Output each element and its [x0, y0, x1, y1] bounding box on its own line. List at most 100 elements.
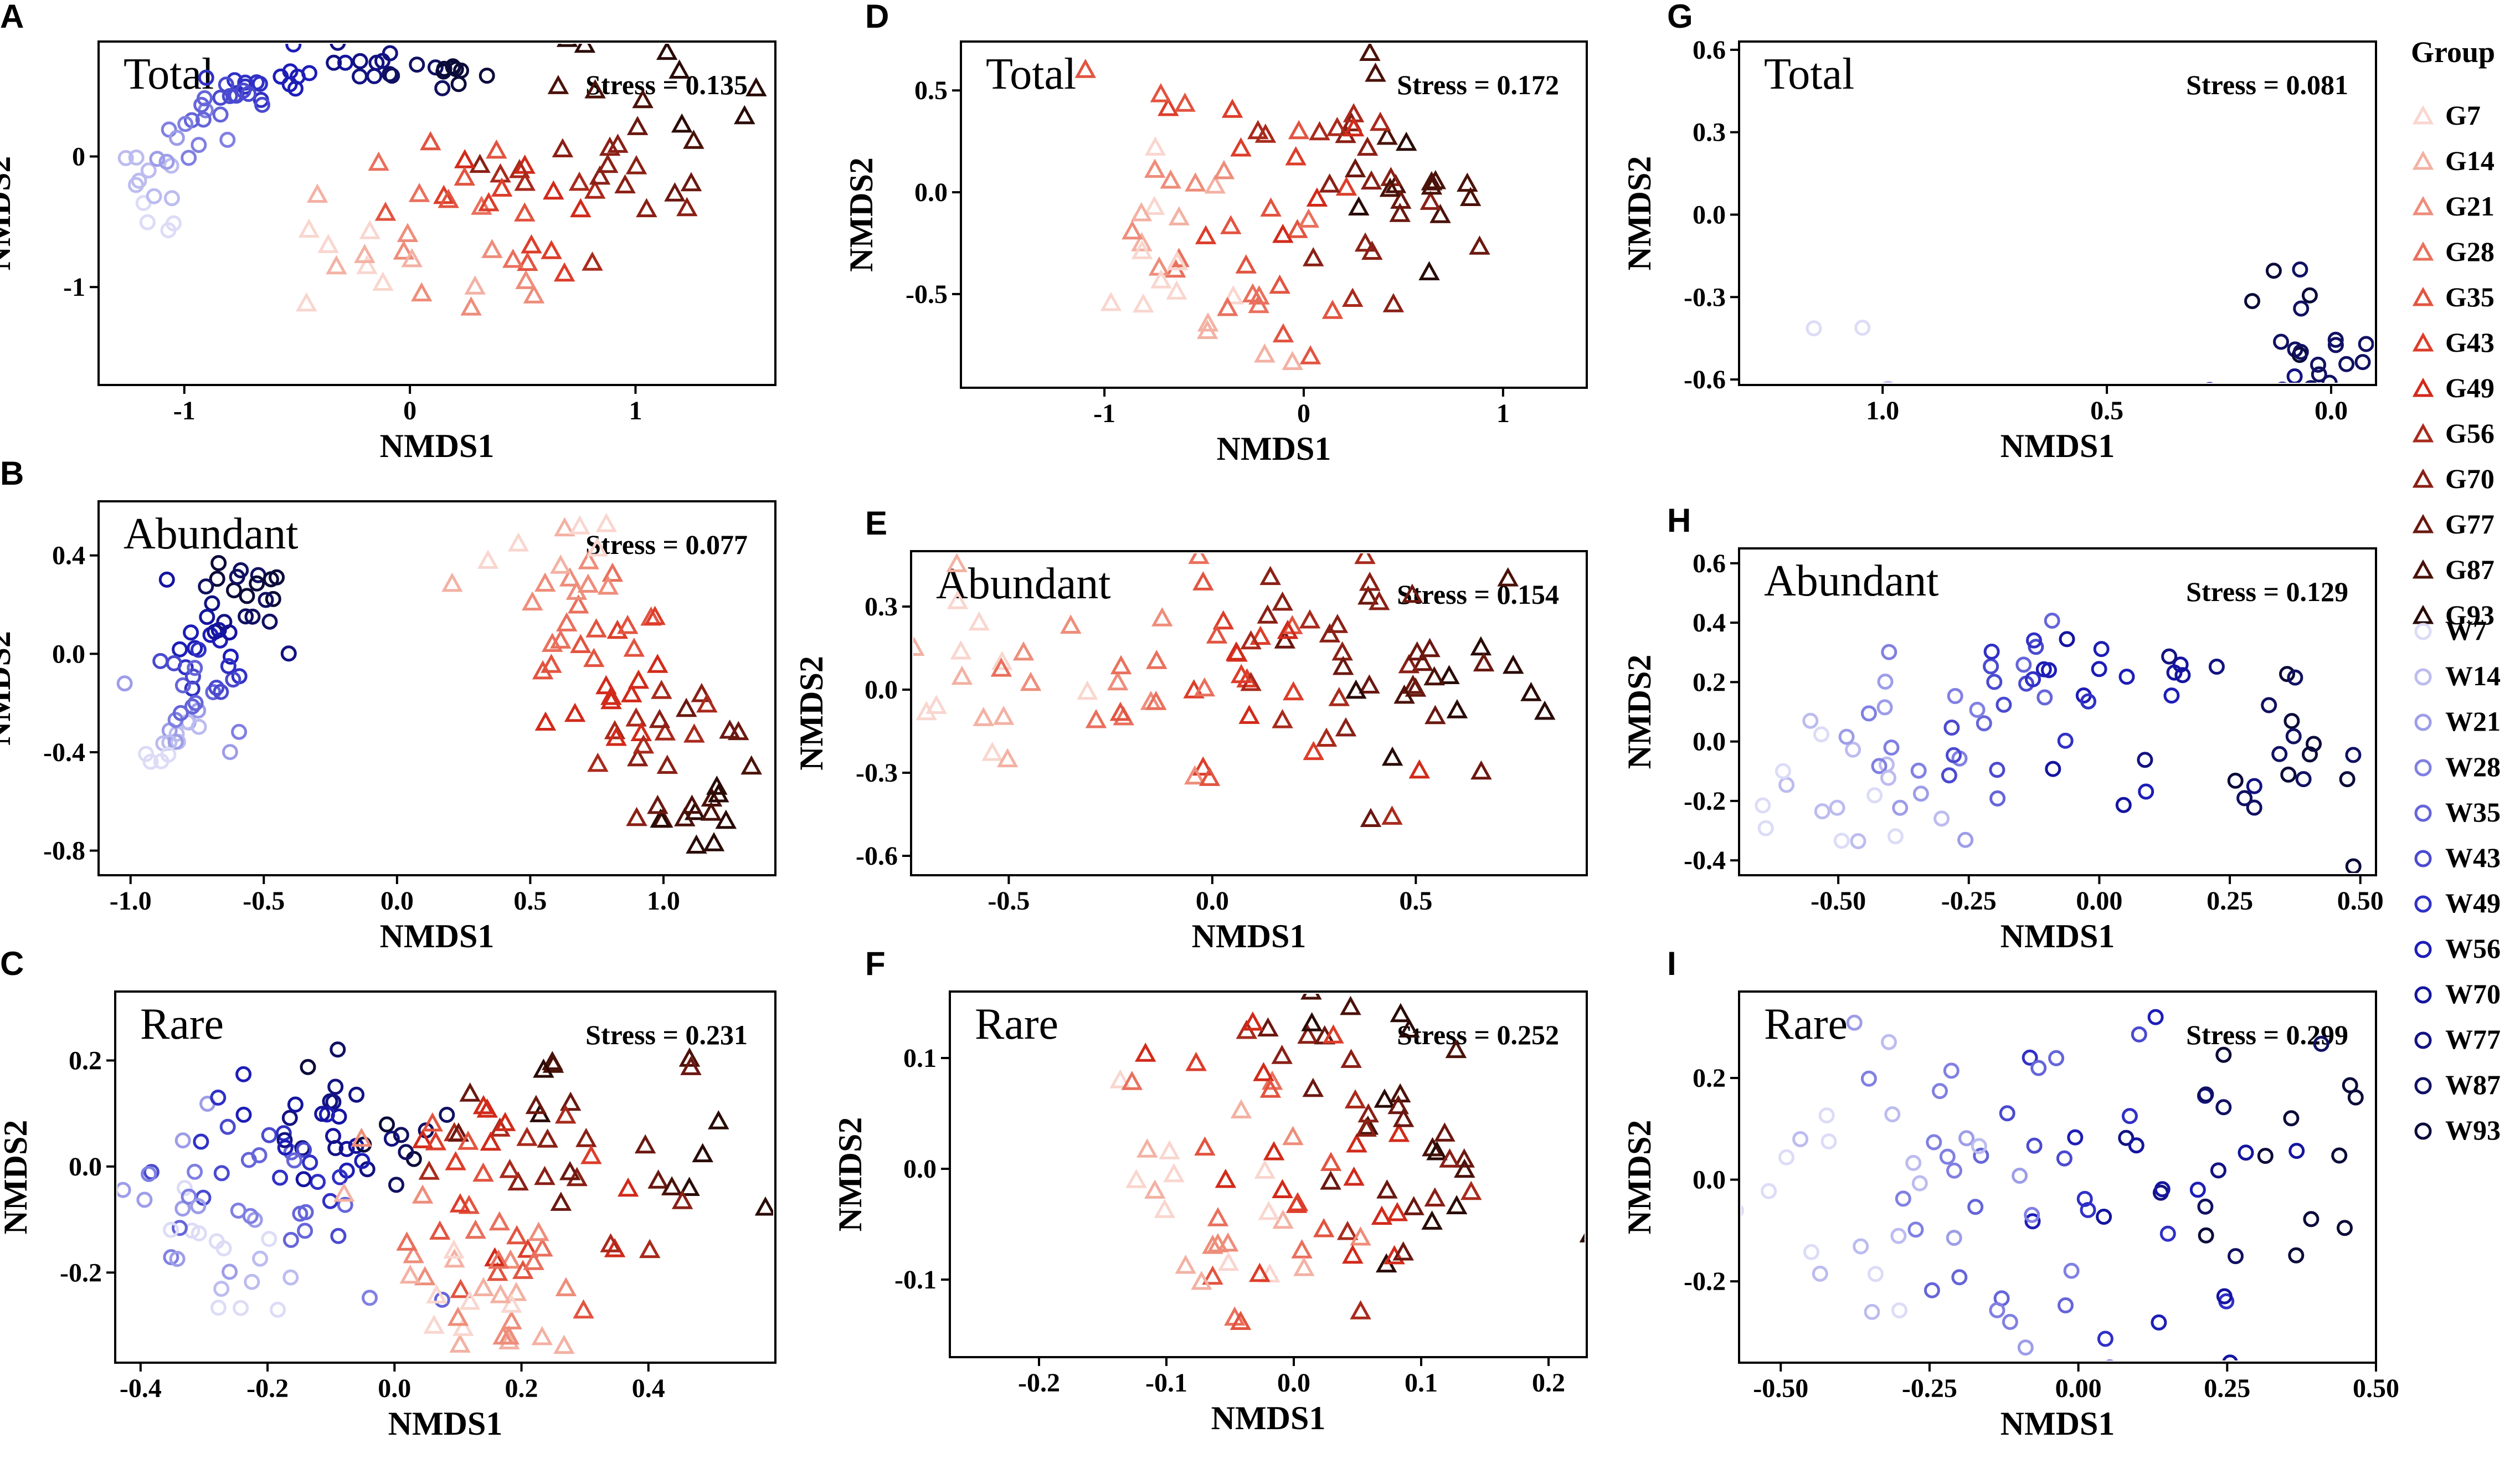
- panel-a: A -1 0 1 -1 0 NMDS1 NMDS2 Total Stress = 0.135: [0, 0, 776, 464]
- data-point-w56: [235, 1066, 252, 1082]
- data-point-g14: [549, 554, 572, 574]
- data-point-g56: [683, 723, 705, 743]
- data-point-g35: [570, 634, 592, 653]
- data-point-g7: [423, 1314, 445, 1334]
- data-point-w43: [212, 89, 229, 106]
- data-point-g21: [1350, 1226, 1371, 1246]
- data-point-g70: [1319, 173, 1340, 193]
- data-point-g7: [968, 611, 990, 631]
- data-point-w43: [2143, 487, 2157, 500]
- data-point-g87: [1429, 204, 1451, 223]
- data-point-w87: [2327, 331, 2344, 348]
- data-point-g56: [554, 1104, 577, 1124]
- legend-marker: [2412, 332, 2434, 352]
- data-point-w28: [362, 1290, 378, 1306]
- data-point-g43: [541, 240, 562, 259]
- plot-frame: [910, 550, 1588, 876]
- data-point-w35: [172, 705, 189, 721]
- x-tick-label: 0.5: [2090, 396, 2123, 425]
- data-point-w14: [1881, 1034, 1897, 1050]
- legend-label: G56: [2445, 418, 2495, 449]
- data-point-w35: [286, 1152, 302, 1169]
- data-point-g35: [583, 648, 605, 667]
- data-point-w49: [2159, 1225, 2176, 1242]
- data-point-g49: [1263, 1141, 1285, 1161]
- data-point-w93: [2347, 1089, 2364, 1106]
- data-point-w87: [2327, 337, 2344, 353]
- data-point-g49: [564, 702, 586, 722]
- data-point-w28: [2030, 474, 2043, 487]
- data-point-w49: [2179, 1435, 2193, 1449]
- data-point-g49: [600, 685, 622, 705]
- legend-label: G35: [2445, 281, 2495, 312]
- data-point-w93: [265, 590, 281, 607]
- data-point-w7: [1806, 320, 1822, 337]
- data-point-g35: [541, 654, 562, 673]
- data-point-w87: [2313, 1035, 2329, 1052]
- legend-label: G87: [2445, 554, 2495, 585]
- data-point-w7: [1757, 820, 1774, 836]
- x-axis-label: NMDS1: [1192, 918, 1307, 954]
- data-point-w28: [1989, 1302, 2005, 1318]
- data-point-g70: [626, 807, 647, 826]
- points: [1806, 261, 2374, 500]
- data-point-g43: [517, 1238, 539, 1258]
- data-point-g43: [1287, 1192, 1309, 1211]
- data-point-g77: [1419, 638, 1441, 658]
- data-point-w28: [1860, 1070, 1877, 1087]
- data-point-w14: [1812, 1265, 1828, 1282]
- data-point-w87: [2261, 697, 2277, 713]
- panel-letter: I: [1667, 945, 1676, 982]
- y-axis-label: NMDS2: [832, 1117, 868, 1232]
- data-point-w70: [2288, 394, 2302, 407]
- y-axis-label: NMDS2: [0, 1120, 34, 1235]
- data-point-g49: [1346, 1133, 1367, 1153]
- x-tick-label: 0.5: [513, 886, 547, 916]
- legend-label: G93: [2445, 599, 2495, 630]
- legend-label: G28: [2445, 236, 2495, 267]
- data-point-g28: [1217, 296, 1238, 316]
- data-point-g7: [950, 640, 972, 660]
- data-point-w21: [190, 1198, 207, 1214]
- data-point-g70: [589, 165, 611, 185]
- x-tick-label: -1: [1093, 399, 1115, 428]
- data-point-g49: [1215, 1168, 1237, 1188]
- data-point-g87: [542, 1054, 564, 1073]
- data-point-w7: [54, 1141, 67, 1154]
- data-point-w43: [254, 96, 270, 113]
- data-point-g7: [1150, 269, 1172, 289]
- data-point-w56: [2151, 1314, 2167, 1331]
- legend-marker: [2414, 941, 2432, 958]
- data-point-g35: [1269, 274, 1290, 294]
- data-point-w93: [226, 582, 242, 599]
- data-point-g14: [1254, 343, 1276, 363]
- y-tick-label: 0.2: [1693, 667, 1726, 697]
- data-point-w87: [2246, 799, 2262, 816]
- data-point-w35: [1989, 790, 2006, 807]
- data-point-g14: [554, 517, 575, 537]
- data-point-g56: [508, 158, 531, 178]
- data-point-g49: [1242, 1011, 1264, 1031]
- data-point-g70: [614, 174, 636, 194]
- legend-item-g28: G28: [2412, 236, 2495, 267]
- data-point-w87: [439, 1107, 455, 1123]
- data-point-w14: [1911, 1175, 1928, 1192]
- y-tick-label: 0.6: [1693, 549, 1726, 578]
- points: [1074, 44, 1490, 427]
- legend-label: W70: [2445, 978, 2501, 1009]
- data-point-w49: [193, 1133, 209, 1150]
- data-point-w77: [2251, 410, 2264, 423]
- data-point-g77: [1320, 1170, 1341, 1190]
- data-point-g35: [486, 139, 507, 159]
- data-point-w87: [238, 608, 254, 625]
- data-point-w93: [2303, 1211, 2320, 1228]
- legend-marker: [2412, 241, 2434, 261]
- panel-title: Total: [124, 50, 214, 99]
- data-point-g7: [1167, 412, 1184, 427]
- data-point-w7: [160, 747, 177, 763]
- legend-item-g87: G87: [2412, 554, 2495, 585]
- legend-item-g70: G70: [2412, 463, 2495, 494]
- plot-frame: [1738, 40, 2377, 386]
- data-point-w87: [434, 80, 451, 96]
